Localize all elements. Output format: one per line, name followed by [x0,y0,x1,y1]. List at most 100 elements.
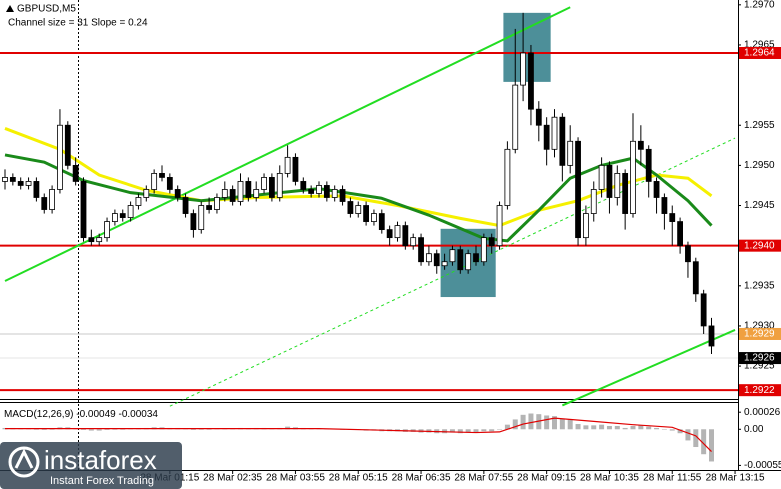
candle-body [2,177,8,182]
watermark: instaforex Instant Forex Trading [0,442,182,489]
macd-main: -0.00049 [76,409,116,420]
candle-body [347,201,354,214]
macd-bar [449,429,455,433]
candle-body [653,181,660,198]
macd-bar [120,429,126,430]
candle-body [174,189,181,198]
x-tick-label: 28 Mar 07:55 [454,473,513,484]
candle-body [645,148,652,182]
candle-body [331,189,338,198]
macd-bar [520,414,526,430]
macd-bar [654,427,660,430]
candle-body [127,205,134,218]
channel-line [561,329,736,407]
candle-body [488,237,495,247]
watermark-tagline: Instant Forex Trading [50,475,154,487]
y-tick-label: 1.2965 [744,40,775,51]
y-tick-label: 1.2945 [744,200,775,211]
candle-body [590,189,597,214]
channel-line [169,137,736,407]
candle-body [700,293,707,327]
macd-bar [481,429,487,432]
x-tick-label: 28 Mar 09:15 [517,473,576,484]
price-label-box [739,46,781,59]
macd-bar [41,429,47,430]
macd-bar [473,429,479,433]
macd-bar [497,429,503,430]
price-label: 1.2926 [744,353,775,364]
candle-body [268,177,275,198]
macd-bar [583,425,589,430]
macd-bar [661,429,667,430]
macd-bar [575,424,581,430]
candle-body [630,140,636,214]
candle-body [457,249,464,271]
macd-title: MACD(12,26,9) [4,409,73,420]
candle-body [394,225,401,239]
price-label: 1.2940 [744,240,775,251]
macd-y-tick-label: 0.00026 [744,407,781,418]
candle-body [520,52,526,86]
candle-body [316,185,322,194]
candle-body [292,156,299,182]
candle-body [25,181,32,186]
y-tick-label: 1.2925 [744,361,775,372]
candle-body [190,213,197,231]
candle-body [229,189,236,202]
macd-bar [693,429,699,448]
macd-bar [489,429,495,432]
candle-body [598,164,605,190]
candle-body [135,197,142,206]
candle-body [182,197,189,214]
candle-body [575,140,581,239]
candle-body [708,325,715,347]
macd-bar [88,429,94,431]
candle-body [41,197,48,210]
candle-body [355,205,362,214]
macd-signal: -0.00034 [119,409,159,420]
macd-bar [606,425,612,430]
candle-body [88,237,95,243]
macd-signal-line [5,417,712,453]
macd-y-tick-label: -0.00055 [744,460,781,471]
x-tick-label: 28 Mar 06:35 [392,473,451,484]
price-label: 1.2964 [744,48,775,59]
candle-body [284,156,291,174]
moving-average [4,127,713,228]
candle-body [166,177,173,190]
price-label: 1.2922 [744,385,775,396]
candle-body [371,213,377,222]
candle-body [151,173,158,190]
price-label-box [739,352,781,365]
candle-body [143,189,150,198]
macd-bar [49,429,55,430]
candle-body [198,205,205,231]
candle-body [245,181,252,198]
candle-body [300,181,307,190]
macd-bar [559,418,565,430]
signal-zone [503,12,551,82]
macd-bar [528,413,534,430]
y-tick-label: 1.2935 [744,280,775,291]
candle-body [386,229,393,239]
candle-body [692,261,699,295]
candle-body [535,108,542,126]
candle-body [480,237,487,263]
candle-body [159,173,165,178]
candle-body [567,140,574,166]
macd-bar [646,426,652,430]
x-tick-label: 28 Mar 11:55 [643,473,702,484]
channel-info: Channel size = 31 Slope = 0.24 [8,18,148,29]
macd-bar [638,425,644,430]
y-tick-label: 1.2970 [744,0,775,10]
candle-body [418,237,424,263]
candle-body [72,164,79,182]
macd-bar [465,429,471,433]
macd-bar [104,429,110,430]
candle-body [661,197,668,214]
macd-bar [567,419,573,430]
candle-body [112,213,118,222]
candle-body [441,261,448,267]
